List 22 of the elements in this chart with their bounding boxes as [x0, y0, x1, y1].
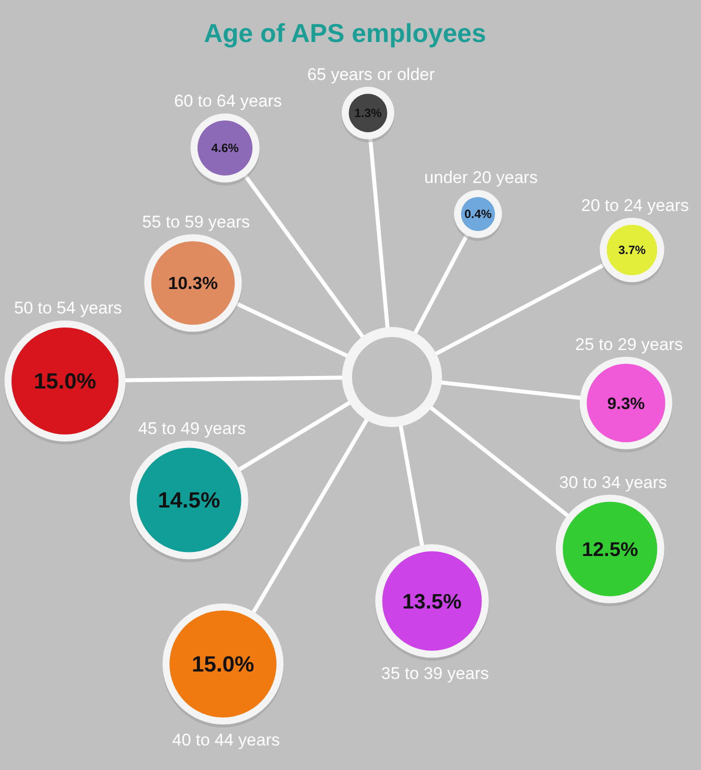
- data-label: 15.0%: [34, 368, 96, 394]
- data-label: 4.6%: [211, 141, 239, 156]
- category-label: 25 to 29 years: [575, 334, 683, 354]
- data-label: 0.4%: [464, 207, 492, 222]
- data-label: 3.7%: [618, 243, 646, 258]
- category-label: 55 to 59 years: [142, 212, 250, 232]
- category-label: 60 to 64 years: [174, 92, 282, 110]
- category-label: 20 to 24 years: [581, 196, 689, 215]
- category-label: 40 to 44 years: [172, 730, 280, 750]
- category-label: 65 years or older: [307, 64, 436, 84]
- data-label: 12.5%: [582, 538, 638, 561]
- category-label: 45 to 49 years: [138, 418, 246, 438]
- category-label: under 20 years: [424, 168, 538, 187]
- category-label: 50 to 54 years: [14, 298, 122, 318]
- category-label: 30 to 34 years: [559, 472, 667, 492]
- category-label: 35 to 39 years: [381, 664, 489, 683]
- data-label: 9.3%: [607, 394, 646, 413]
- data-label: 10.3%: [168, 273, 218, 294]
- text: Age of APS employees: [204, 18, 486, 48]
- data-label: 14.5%: [158, 488, 220, 513]
- data-label: 13.5%: [402, 590, 462, 614]
- data-label: 15.0%: [192, 652, 254, 677]
